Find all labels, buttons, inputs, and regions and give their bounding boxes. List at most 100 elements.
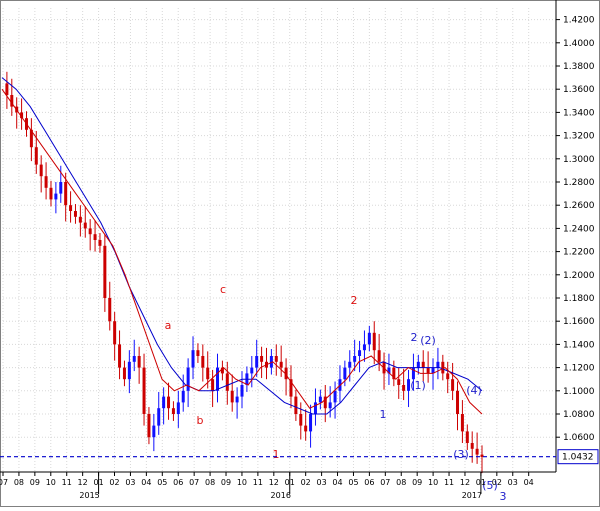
x-tick-label: 11 (62, 478, 72, 487)
moving-average-layer (1, 77, 483, 415)
candle-down (118, 344, 122, 368)
x-tick-label: 08 (14, 478, 24, 487)
candle-up (367, 332, 371, 345)
y-tick-label: 1.3200 (563, 132, 595, 142)
candle-down (279, 361, 283, 368)
candle-down (73, 211, 77, 217)
candle-down (260, 356, 264, 362)
year-label: 2015 (79, 491, 99, 500)
candle-down (294, 396, 298, 414)
wave-label: 2 (351, 294, 358, 307)
candle-down (103, 245, 107, 298)
candle-up (343, 367, 347, 380)
y-tick-label: 1.1200 (563, 364, 595, 374)
y-tick-label: 1.2000 (563, 271, 595, 281)
candle-up (176, 402, 180, 414)
x-tick-label: 09 (30, 478, 40, 487)
candle-up (358, 350, 362, 356)
x-tick-label: 04 (524, 478, 534, 487)
candle-up (132, 356, 136, 362)
candle-down (64, 182, 68, 206)
candle-down (211, 379, 215, 391)
current-price-label: 1.0432 (562, 453, 594, 463)
candle-up (348, 361, 352, 368)
x-tick-label: 05 (157, 478, 167, 487)
wave-label: 1 (380, 408, 387, 421)
wave-label: c (220, 283, 226, 296)
candle-up (59, 182, 63, 194)
x-tick-label: 12 (78, 478, 88, 487)
candle-down (230, 390, 234, 403)
candle-down (206, 367, 210, 380)
candle-down (167, 396, 171, 409)
x-tick-label: 10 (428, 478, 438, 487)
wave-label: a (165, 319, 172, 332)
x-tick-label: 05 (348, 478, 358, 487)
candle-down (397, 379, 401, 385)
candle-up (333, 390, 337, 403)
y-tick-label: 1.3400 (563, 108, 595, 118)
current-price-box (557, 449, 599, 465)
wave-label: (2) (420, 334, 436, 347)
year-label: 2016 (271, 491, 291, 500)
candle-up (54, 193, 58, 200)
candle-down (196, 350, 200, 356)
wave-label: (4) (466, 384, 482, 397)
candle-down (421, 361, 425, 368)
y-tick-label: 1.1400 (563, 340, 595, 350)
candle-up (191, 350, 195, 368)
moving-average-slow (1, 77, 483, 415)
x-tick-label: 08 (205, 478, 215, 487)
y-tick-label: 1.0600 (563, 433, 595, 443)
candle-up (309, 414, 313, 432)
y-tick-label: 1.4000 (563, 39, 595, 49)
x-tick-label: 02 (109, 478, 119, 487)
x-tick-label: 11 (444, 478, 454, 487)
candle-down (372, 332, 376, 351)
x-tick-label: 03 (125, 478, 135, 487)
candle-up (235, 396, 239, 403)
x-tick-label: 07 (189, 478, 199, 487)
candle-down (446, 373, 450, 380)
candle-down (171, 408, 175, 414)
candle-up (436, 361, 440, 368)
x-tick-label: 07 (0, 478, 8, 487)
candle-down (78, 216, 82, 223)
y-tick-label: 1.3000 (563, 155, 595, 165)
candle-down (456, 390, 460, 414)
year-label: 2017 (462, 491, 482, 500)
candle-down (83, 222, 87, 229)
candle-down (470, 443, 474, 449)
candle-up (353, 356, 357, 362)
candle-up (362, 344, 366, 351)
y-tick-label: 1.3600 (563, 85, 595, 95)
candle-down (426, 367, 430, 374)
candle-up (186, 367, 190, 391)
candle-up (250, 367, 254, 374)
candle-down (5, 83, 9, 95)
candle-down (98, 240, 102, 246)
y-tick-label: 1.2200 (563, 248, 595, 258)
candle-up (407, 379, 411, 391)
wave-label: 3 (500, 490, 507, 503)
wave-label: (3) (453, 448, 469, 461)
y-tick-label: 1.1800 (563, 294, 595, 304)
candle-up (269, 356, 273, 368)
x-tick-label: 04 (141, 478, 151, 487)
x-tick-label: 02 (301, 478, 311, 487)
wave-label: (1) (410, 379, 426, 392)
y-tick-label: 1.1000 (563, 387, 595, 397)
y-tick-label: 1.2800 (563, 178, 595, 188)
candle-down (10, 95, 14, 107)
wave-label: (5) (482, 479, 498, 492)
candle-down (402, 385, 406, 391)
candle-down (113, 321, 117, 345)
candle-down (108, 298, 112, 322)
y-tick-label: 1.4200 (563, 16, 595, 26)
candle-up (255, 356, 259, 368)
candle-up (431, 367, 435, 374)
candle-down (88, 228, 92, 235)
